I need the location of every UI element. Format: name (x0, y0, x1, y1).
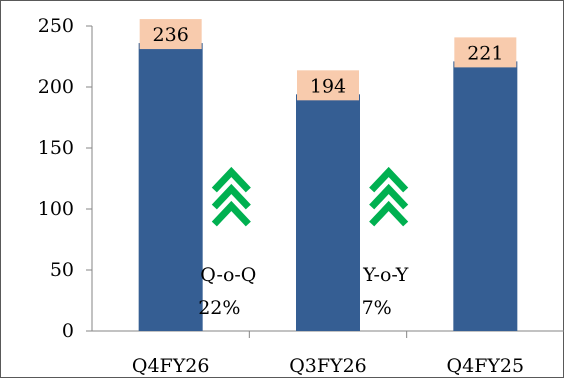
growth-value: 7% (362, 297, 392, 319)
chevron-up-icon (211, 183, 251, 210)
triple-chevron-up-icon (211, 166, 251, 227)
y-tick-label: 0 (62, 320, 74, 342)
y-tick-label: 200 (38, 76, 74, 98)
growth-annotation: Q-o-Q 22% (198, 166, 256, 319)
growth-annotation: Y-o-Y 7% (362, 166, 409, 319)
chevron-up-icon (211, 166, 251, 193)
x-tick-label: Q4FY25 (447, 355, 525, 377)
data-label-box (454, 37, 517, 68)
data-label-box (297, 70, 359, 101)
annotations: Q-o-Q 22% Y-o-Y 7% (198, 166, 409, 319)
y-tick-label: 50 (50, 259, 74, 281)
triple-chevron-up-icon (369, 166, 409, 227)
bar (296, 94, 360, 331)
data-label: 236 (153, 24, 189, 46)
growth-label: Y-o-Y (362, 264, 409, 286)
y-axis: 0 50 100 150 200 250 (38, 15, 93, 342)
y-tick-label: 250 (38, 15, 74, 37)
x-tick-label: Q4FY26 (132, 355, 210, 377)
chevron-up-icon (369, 200, 409, 227)
chevron-up-icon (211, 200, 251, 227)
data-label: 221 (467, 42, 503, 64)
y-tick-label: 150 (38, 137, 74, 159)
growth-label: Q-o-Q (200, 264, 256, 286)
chevron-up-icon (369, 183, 409, 210)
x-tick-label: Q3FY26 (289, 355, 367, 377)
data-label: 194 (310, 75, 346, 97)
bar (453, 61, 518, 331)
bars: 236 194 221 (138, 19, 518, 331)
growth-value: 22% (198, 297, 240, 319)
chevron-up-icon (369, 166, 409, 193)
y-tick-label: 100 (38, 198, 74, 220)
bar (138, 43, 203, 331)
data-label-box (139, 19, 202, 50)
